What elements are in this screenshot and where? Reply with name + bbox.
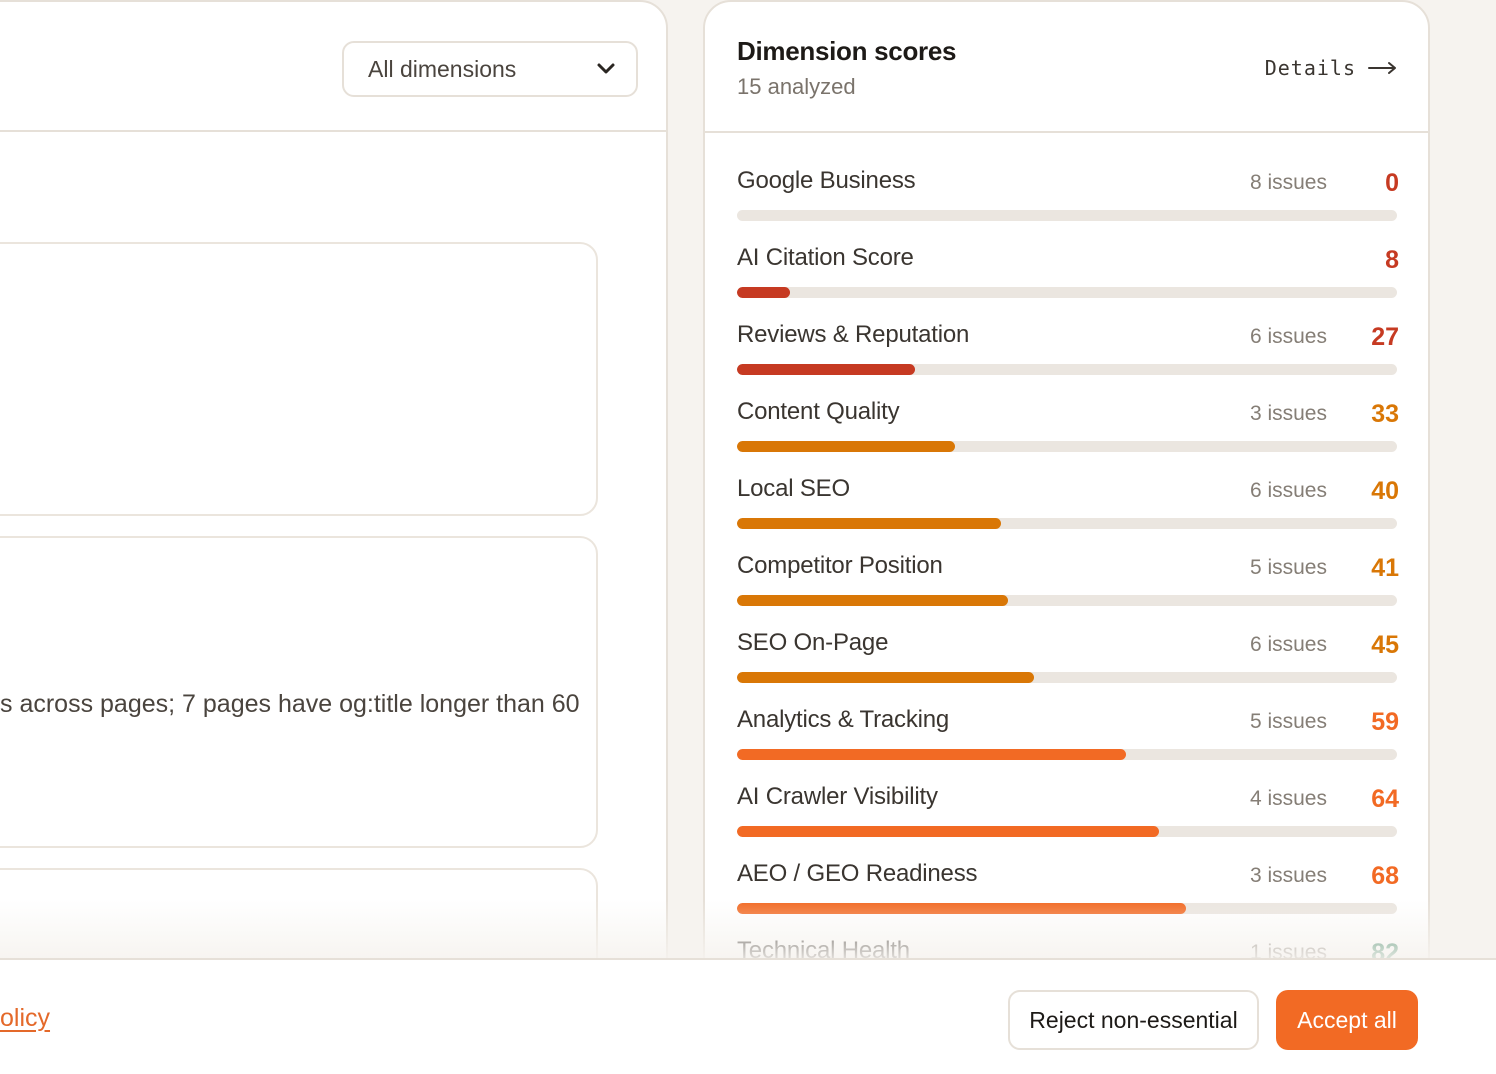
score-bar-track (737, 287, 1397, 298)
finding-card[interactable]: s across pages; 7 pages have og:title lo… (0, 536, 598, 848)
dimension-name: Competitor Position (737, 552, 943, 579)
findings-panel: All dimensions s across pages; 7 pages h… (0, 0, 668, 1068)
dimension-score: 59 (1371, 708, 1399, 736)
dimension-name: Reviews & Reputation (737, 321, 970, 348)
score-bar-track (737, 364, 1397, 375)
accept-all-button[interactable]: Accept all (1276, 990, 1418, 1050)
dimension-score: 68 (1371, 862, 1399, 890)
score-bar-fill (737, 595, 1008, 606)
score-bar-fill (737, 749, 1127, 760)
findings-header: All dimensions (0, 2, 666, 132)
dimension-issues-count: 6 issues (1249, 479, 1327, 502)
score-bar-fill (737, 672, 1034, 683)
score-bar-fill (737, 441, 955, 452)
finding-card[interactable] (0, 242, 598, 516)
score-bar-track (737, 210, 1397, 221)
dimension-filter-select[interactable]: All dimensions (342, 41, 638, 97)
score-bar-fill (737, 826, 1160, 837)
dimension-issues-count: 3 issues (1249, 402, 1327, 425)
score-bar-fill (737, 364, 916, 375)
panel-title: Dimension scores (737, 36, 957, 66)
dimension-row[interactable]: Competitor Position 5 issues 41 (737, 552, 1399, 629)
score-bar-track (737, 826, 1397, 837)
dimension-name: Local SEO (737, 475, 850, 502)
cookie-banner: olicy Reject non-essential Accept all (0, 958, 1496, 1074)
dimension-score: 40 (1371, 477, 1399, 505)
arrow-right-icon (1368, 62, 1396, 74)
dimension-name: SEO On-Page (737, 629, 889, 656)
score-bar-track (737, 903, 1397, 914)
dimension-issues-count: 6 issues (1249, 325, 1327, 348)
score-bar-track (737, 749, 1397, 760)
dimension-issues-count: 8 issues (1249, 171, 1327, 194)
score-bar-fill (737, 518, 1001, 529)
score-bar-fill (737, 287, 790, 298)
dimension-row[interactable]: Reviews & Reputation 6 issues 27 (737, 321, 1399, 398)
score-bar-track (737, 595, 1397, 606)
dimension-name: Google Business (737, 167, 916, 194)
dimension-score: 64 (1371, 785, 1399, 813)
dimension-name: AI Citation Score (737, 244, 914, 271)
dimension-name: Content Quality (737, 398, 900, 425)
dimension-score: 45 (1371, 631, 1399, 659)
dimension-scores-header: Dimension scores 15 analyzed Details (705, 2, 1428, 133)
score-bar-fill (737, 903, 1186, 914)
dimension-row[interactable]: SEO On-Page 6 issues 45 (737, 629, 1399, 706)
dimension-issues-count: 3 issues (1249, 864, 1327, 887)
score-bar-track (737, 441, 1397, 452)
dimension-issues-count: 5 issues (1249, 556, 1327, 579)
score-bar-track (737, 518, 1397, 529)
dimension-list: Google Business 8 issues 0 AI Citation Scor… (737, 167, 1399, 998)
panel-subtitle: 15 analyzed (737, 74, 856, 99)
dimension-row[interactable]: AI Crawler Visibility 4 issues 64 (737, 783, 1399, 860)
dimension-score: 27 (1371, 323, 1399, 351)
dimension-row[interactable]: Content Quality 3 issues 33 (737, 398, 1399, 475)
score-bar-track (737, 672, 1397, 683)
dimension-score: 41 (1371, 554, 1399, 582)
dimension-filter-value: All dimensions (368, 55, 517, 82)
dimension-row[interactable]: AI Citation Score 8 (737, 244, 1399, 321)
dimension-row[interactable]: AEO / GEO Readiness 3 issues 68 (737, 860, 1399, 937)
privacy-policy-link[interactable]: olicy (0, 1004, 51, 1032)
dimension-scores-panel: Dimension scores 15 analyzed Details Goo… (703, 0, 1430, 1000)
dimension-name: AEO / GEO Readiness (737, 860, 978, 887)
dimension-row[interactable]: Google Business 8 issues 0 (737, 167, 1399, 244)
dimension-row[interactable]: Analytics & Tracking 5 issues 59 (737, 706, 1399, 783)
dimension-score: 8 (1385, 246, 1399, 274)
dimension-score: 0 (1385, 169, 1399, 197)
dimension-row[interactable]: Local SEO 6 issues 40 (737, 475, 1399, 552)
details-link[interactable]: Details (1265, 56, 1398, 80)
dimension-name: Analytics & Tracking (737, 706, 950, 733)
dimension-name: AI Crawler Visibility (737, 783, 938, 810)
details-label: Details (1264, 56, 1356, 80)
dimension-issues-count: 4 issues (1249, 787, 1327, 810)
reject-non-essential-button[interactable]: Reject non-essential (1008, 990, 1259, 1050)
finding-description: s across pages; 7 pages have og:title lo… (0, 690, 580, 718)
dimension-score: 33 (1371, 400, 1399, 428)
dimension-issues-count: 5 issues (1249, 710, 1327, 733)
dimension-issues-count: 6 issues (1249, 633, 1327, 656)
chevron-down-icon (597, 63, 615, 74)
